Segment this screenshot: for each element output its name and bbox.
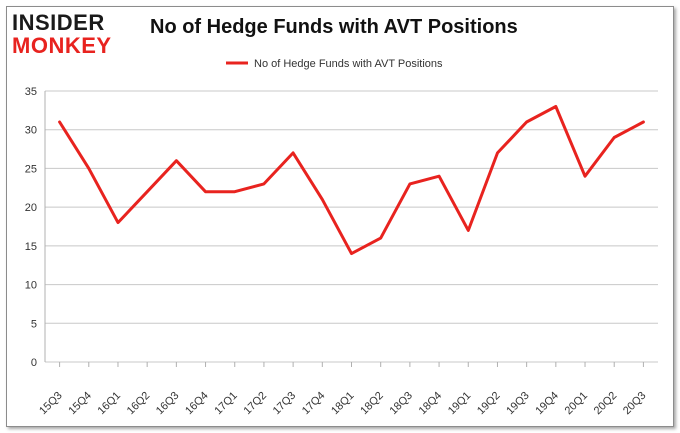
x-tick-label-18Q1: 18Q1 xyxy=(329,390,357,418)
x-tick-label-17Q4: 17Q4 xyxy=(300,390,328,418)
x-tick-label-19Q1: 19Q1 xyxy=(446,390,474,418)
y-tick-label-30: 30 xyxy=(25,125,37,137)
x-tick-label-17Q3: 17Q3 xyxy=(271,390,299,418)
logo-word-insider: INSIDER xyxy=(12,10,105,35)
x-tick-label-18Q2: 18Q2 xyxy=(358,390,386,418)
y-tick-label-0: 0 xyxy=(31,357,37,369)
chart-title: No of Hedge Funds with AVT Positions xyxy=(150,16,518,38)
x-tick-label-16Q2: 16Q2 xyxy=(125,390,153,418)
x-tick-label-18Q3: 18Q3 xyxy=(387,390,415,418)
logo-word-monkey: MONKEY xyxy=(12,33,112,58)
x-tick-label-19Q4: 19Q4 xyxy=(533,390,561,418)
x-tick-label-15Q4: 15Q4 xyxy=(66,390,94,418)
x-tick-label-20Q1: 20Q1 xyxy=(563,390,591,418)
x-tick-label-19Q2: 19Q2 xyxy=(475,390,503,418)
y-tick-label-15: 15 xyxy=(25,241,37,253)
series-line-0 xyxy=(58,105,645,256)
x-tick-label-17Q2: 17Q2 xyxy=(242,390,270,418)
y-tick-label-25: 25 xyxy=(25,163,37,175)
x-tick-label-20Q2: 20Q2 xyxy=(592,390,620,418)
x-tick-label-17Q1: 17Q1 xyxy=(212,390,240,418)
x-axis-ticks: 15Q3 15Q4 16Q1 16Q2 16Q3 16Q4 17Q1 17Q2 17Q3 17Q4… xyxy=(37,362,649,418)
x-tick-label-18Q4: 18Q4 xyxy=(417,390,445,418)
y-tick-label-35: 35 xyxy=(25,86,37,98)
y-tick-label-5: 5 xyxy=(31,318,37,330)
insider-monkey-logo: INSIDER MONKEY xyxy=(12,10,132,58)
x-tick-label-16Q1: 16Q1 xyxy=(96,390,124,418)
y-axis-ticks: 0 5 10 15 20 25 30 35 xyxy=(25,86,37,369)
legend: No of Hedge Funds with AVT Positions xyxy=(226,58,443,70)
y-tick-label-10: 10 xyxy=(25,280,37,292)
series-layer xyxy=(58,105,645,256)
x-tick-label-15Q3: 15Q3 xyxy=(37,390,65,418)
y-tick-label-20: 20 xyxy=(25,202,37,214)
legend-label: No of Hedge Funds with AVT Positions xyxy=(254,58,443,70)
x-tick-label-16Q4: 16Q4 xyxy=(183,390,211,418)
x-tick-label-19Q3: 19Q3 xyxy=(504,390,532,418)
x-tick-label-16Q3: 16Q3 xyxy=(154,390,182,418)
x-tick-label-20Q3: 20Q3 xyxy=(621,390,649,418)
chart-frame xyxy=(6,6,674,427)
